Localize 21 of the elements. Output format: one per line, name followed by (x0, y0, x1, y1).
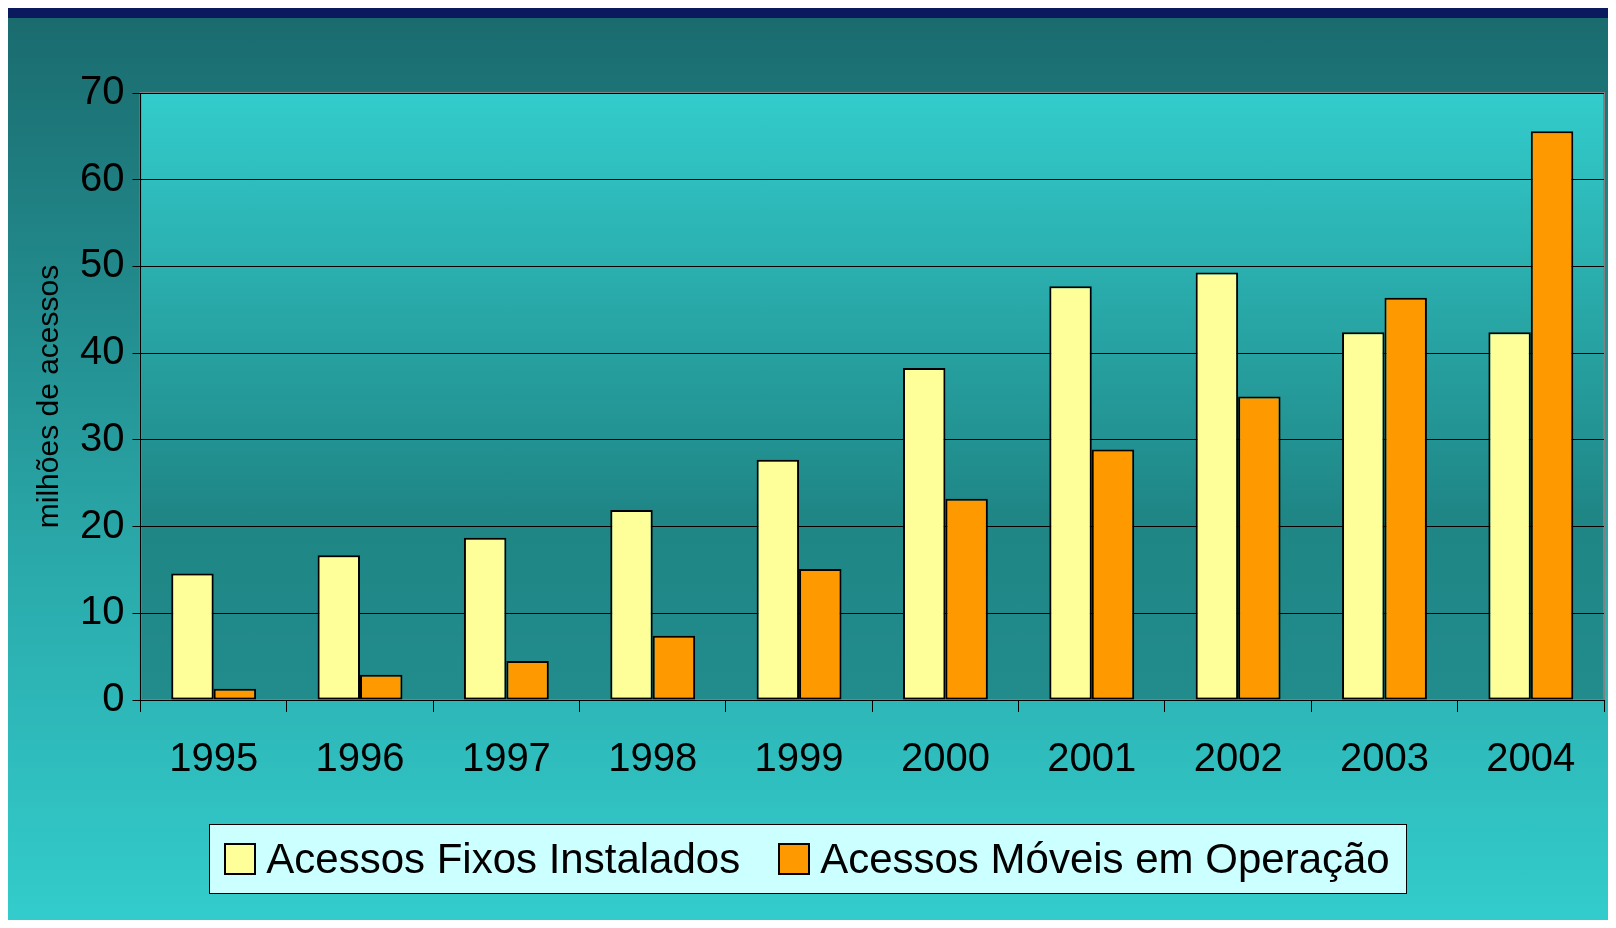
x-tick-label: 2002 (1193, 735, 1283, 780)
y-tick-label: 50 (79, 241, 125, 286)
y-tick-label: 30 (79, 414, 125, 459)
y-tick-label: 20 (79, 501, 125, 546)
legend-label: Acessos Fixos Instalados (266, 835, 741, 883)
y-tick-label: 60 (79, 154, 125, 199)
x-tick-label: 1999 (754, 735, 844, 780)
y-axis-title: milhões de acessos (31, 264, 65, 529)
x-tick-label: 2004 (1486, 735, 1576, 780)
x-tick-label: 1995 (169, 735, 259, 780)
x-tick-label: 1998 (608, 735, 698, 780)
x-tick-label: 1997 (461, 735, 551, 780)
legend-label: Acessos Móveis em Operação (820, 835, 1390, 883)
x-tick-label: 2003 (1339, 735, 1429, 780)
y-tick-label: 40 (79, 328, 125, 373)
x-tick-label: 2001 (1047, 735, 1137, 780)
y-tick-label: 0 (102, 675, 125, 720)
y-tick-label: 70 (79, 68, 125, 113)
x-tick-label: 2000 (900, 735, 990, 780)
y-tick-label: 10 (79, 588, 125, 633)
x-tick-label: 1996 (315, 735, 405, 780)
